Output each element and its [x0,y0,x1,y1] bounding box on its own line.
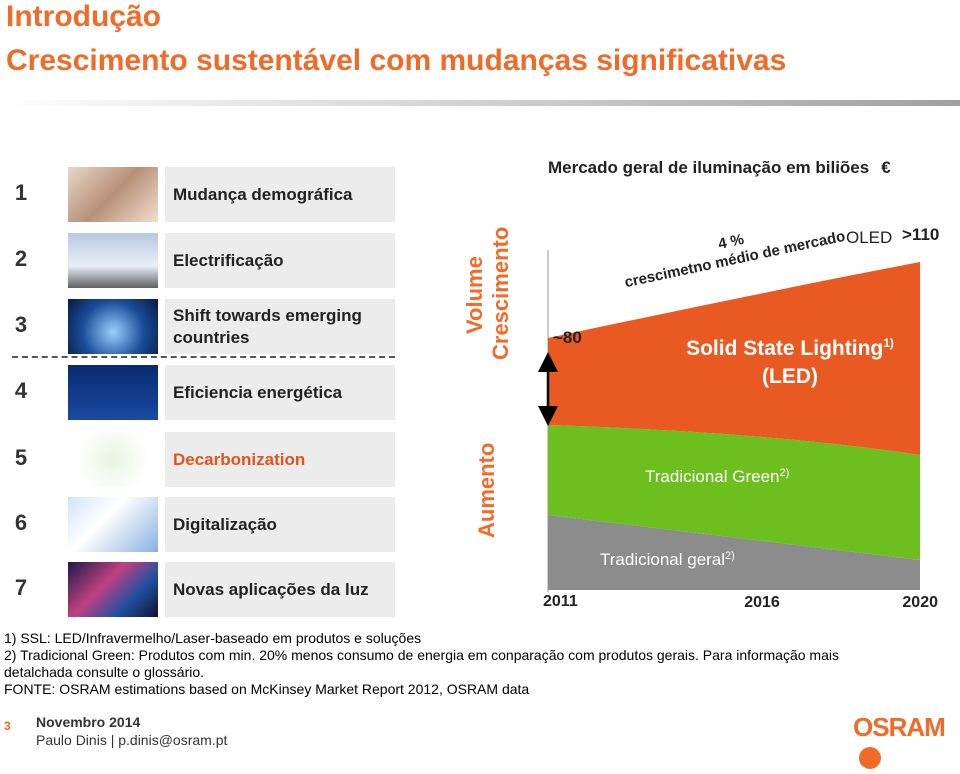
start-value: ~80 [553,328,582,347]
page-number: 3 [4,719,11,733]
growth-rate: 4 % [717,231,746,253]
item-number: 6 [14,510,28,535]
year-label: 2016 [744,594,780,611]
market-chart: Mercado geral de iluminação em biliões € … [538,158,939,611]
green-label: Tradicional Green2) [645,467,789,486]
item-label: Mudança demográfica [165,167,395,222]
general-text: Tradicional geral [600,550,725,569]
ssl-note: 1) [883,336,894,350]
item-image [68,432,158,487]
item-image [68,233,158,288]
item-image [68,167,158,222]
logo-text: OSRAM [853,712,946,742]
item-image [68,299,158,354]
item-number: 2 [14,246,28,271]
market-title: Mercado geral de iluminação em biliões € [548,158,891,177]
market-title-text: Mercado geral de iluminação em biliões [548,158,869,177]
logo: OSRAM [853,712,960,774]
ssl-text: Solid State Lighting [686,337,883,360]
end-value: >110 [902,225,939,244]
footer-author: Paulo Dinis | p.dinis@osram.pt [36,732,228,748]
logo-mark [859,747,881,769]
dashed-separator [12,356,395,358]
item-label: Electrificação [165,233,395,288]
green-text: Tradicional Green [645,467,780,486]
year-label: 2011 [543,593,578,610]
general-note: 2) [725,550,735,562]
footnote: 2) Tradicional Green: Produtos com min. … [4,647,839,680]
growth-annotation: 4 % crescimetno médio de mercado [623,228,847,291]
subtitle: Crescimento sustentável com mudanças sig… [6,44,787,77]
area-green [548,425,920,560]
item-image [68,497,158,552]
footnote: FONTE: OSRAM estimations based on McKins… [4,681,530,697]
item-number: 4 [14,378,28,403]
footnotes: 1) SSL: LED/Infravermelho/Laser-baseado … [4,630,924,698]
general-label: Tradicional geral2) [600,550,735,569]
divider [0,100,960,106]
title: Introdução [6,0,161,33]
item-number: 3 [14,312,28,337]
item-number: 7 [14,575,28,600]
item-image [68,365,158,420]
item-label: Digitalização [165,497,395,552]
footnote: 1) SSL: LED/Infravermelho/Laser-baseado … [4,630,422,646]
area-general [548,515,920,590]
item-label: Decarbonization [165,432,395,487]
ssl-label: Solid State Lighting1) [686,336,894,360]
year-label: 2020 [902,594,938,611]
item-number: 5 [14,445,28,470]
ssl-sub: (LED) [762,365,818,388]
item-image [68,562,158,617]
green-note: 2) [780,467,790,479]
currency: € [881,158,891,177]
footer-date: Novembro 2014 [36,714,141,730]
area-ssl [548,262,920,455]
oled-label: OLED [846,228,892,247]
item-label: Shift towards emerging countries [165,299,395,354]
item-label: Eficiencia energética [165,365,395,420]
item-label: Novas aplicações da luz [165,562,395,617]
item-number: 1 [14,180,28,205]
